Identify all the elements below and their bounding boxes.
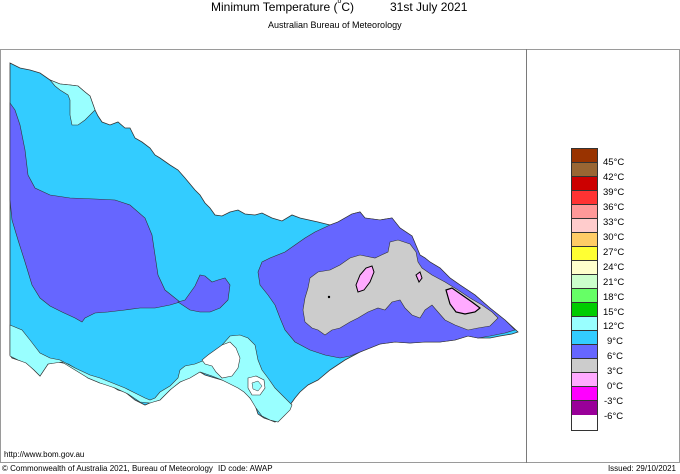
legend-swatch-12 — [571, 302, 598, 316]
french-island — [251, 380, 263, 392]
chart-header: Minimum Temperature (oC) 31st July 2021 — [0, 0, 680, 14]
legend-swatch-21 — [571, 260, 598, 274]
zone-minus3-0-patch-1 — [355, 265, 375, 293]
zone-minus3-0-patch-3 — [445, 287, 481, 315]
legend-swatch-33 — [571, 204, 598, 218]
legend-swatch-24 — [571, 246, 598, 260]
legend-label: 42°C — [603, 172, 625, 183]
zone-3-6-west — [9, 102, 181, 323]
legend-label: 6°C — [607, 351, 623, 362]
legend-swatch-39 — [571, 176, 598, 190]
legend-swatch-36 — [571, 190, 598, 204]
legend-label: 27°C — [603, 247, 625, 258]
map-legend-divider — [526, 49, 527, 463]
legend-label: 24°C — [603, 262, 625, 273]
zone-minus3-0-patch-2 — [415, 271, 423, 283]
legend-swatch-6 — [571, 330, 598, 344]
legend-swatch-minus3 — [571, 372, 598, 386]
legend-swatch-3 — [571, 344, 598, 358]
legend-label: 9°C — [607, 336, 623, 347]
frame-border-left — [0, 49, 1, 463]
legend-label: 21°C — [603, 277, 625, 288]
legend-label: 3°C — [607, 366, 623, 377]
legend-swatch-45 — [571, 148, 598, 162]
legend-label: -6°C — [604, 411, 624, 422]
map-title: Minimum Temperature (oC) — [211, 0, 355, 14]
legend-label: 30°C — [603, 232, 625, 243]
legend-swatch-15 — [571, 288, 598, 302]
legend-swatch-18 — [571, 274, 598, 288]
zone-3-6-central-lobe — [177, 274, 231, 313]
bom-url-link[interactable]: http://www.bom.gov.au — [4, 450, 85, 459]
legend-label: 18°C — [603, 292, 625, 303]
legend-label: 12°C — [603, 321, 625, 332]
frame-border-top — [0, 49, 680, 50]
map-subtitle: Australian Bureau of Meteorology — [268, 20, 402, 30]
id-code: ID code: AWAP — [218, 464, 273, 473]
victoria-temperature-map — [9, 62, 519, 423]
zone-9-12-northwest — [49, 79, 96, 126]
legend-swatch-30 — [571, 218, 598, 232]
legend-label: 45°C — [603, 157, 625, 168]
legend-swatch-42 — [571, 162, 598, 176]
legend-label: 0°C — [607, 381, 623, 392]
temperature-legend — [571, 148, 598, 415]
legend-swatch-0 — [571, 358, 598, 372]
map-date: 31st July 2021 — [390, 0, 468, 14]
zone-0-3-alpine — [302, 239, 499, 336]
port-phillip-bay — [201, 341, 241, 379]
copyright-text: © Commonwealth of Australia 2021, Bureau… — [2, 464, 213, 473]
legend-label: 36°C — [603, 202, 625, 213]
legend-label: 39°C — [603, 187, 625, 198]
frame-border-bottom — [0, 462, 680, 463]
legend-swatch-below-minus6 — [571, 400, 598, 415]
legend-label: -3°C — [604, 396, 624, 407]
legend-swatch-27 — [571, 232, 598, 246]
legend-swatch-9 — [571, 316, 598, 330]
cold-spot — [327, 295, 331, 299]
issued-date: Issued: 29/10/2021 — [607, 464, 676, 473]
legend-label: 33°C — [603, 217, 625, 228]
legend-swatch-minus6 — [571, 386, 598, 400]
legend-label: 15°C — [603, 307, 625, 318]
